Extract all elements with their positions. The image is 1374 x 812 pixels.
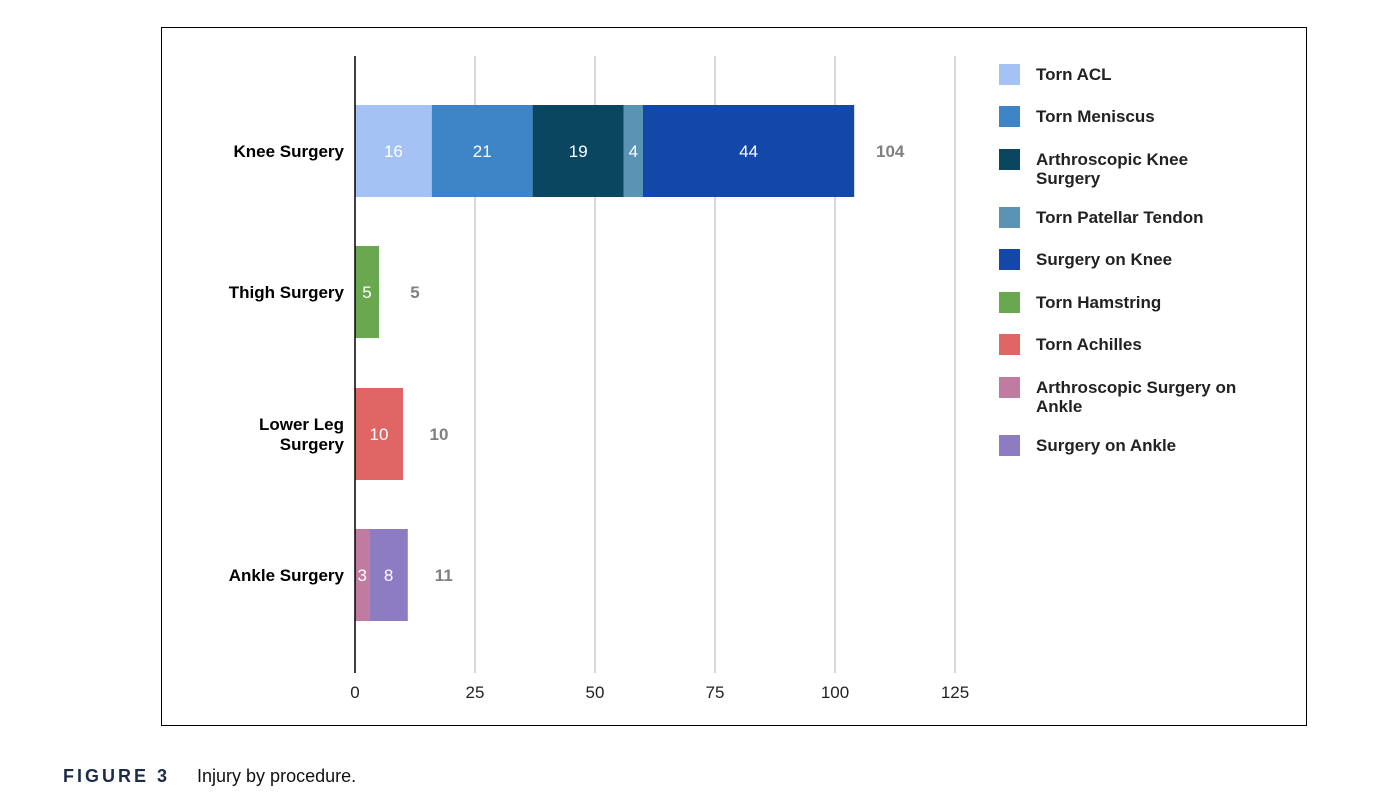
bar-total-label: 104 xyxy=(876,142,905,161)
bar-value-label: 3 xyxy=(357,566,366,585)
figure-label: FIGURE 3 xyxy=(63,766,171,786)
category-label: Ankle Surgery xyxy=(229,566,345,585)
bar-value-label: 19 xyxy=(569,142,588,161)
legend-swatch xyxy=(999,435,1020,456)
bar-segment xyxy=(532,105,624,197)
x-tick-label: 125 xyxy=(941,683,969,702)
x-tick-label: 25 xyxy=(466,683,485,702)
bar-value-label: 5 xyxy=(362,283,371,302)
bar-segment xyxy=(623,105,643,197)
legend-entry-label: Torn Hamstring xyxy=(1036,293,1161,312)
legend-swatch xyxy=(999,377,1020,398)
x-tick-label: 0 xyxy=(350,683,359,702)
figure-caption-text: Injury by procedure. xyxy=(197,766,357,786)
bar-total-label: 5 xyxy=(410,283,419,302)
bar-value-label: 44 xyxy=(739,142,758,161)
chart-frame: 16 21 19 4 44 104 Knee Surgery 5 5 Thigh Surgery 1… xyxy=(161,27,1307,726)
category-label: Knee Surgery xyxy=(233,142,344,161)
figure-caption: FIGURE 3 Injury by procedure. xyxy=(63,766,356,787)
bar-segment xyxy=(355,388,403,480)
bar-value-label: 16 xyxy=(384,142,403,161)
bar-segment xyxy=(355,529,370,621)
bar-total-label: 11 xyxy=(435,566,453,585)
bar-value-label: 10 xyxy=(370,425,389,444)
category-label: Lower Leg Surgery xyxy=(259,415,345,454)
bar-value-label: 4 xyxy=(629,142,638,161)
bar-value-label: 8 xyxy=(384,566,393,585)
x-tick-label: 100 xyxy=(821,683,849,702)
legend-swatch xyxy=(999,106,1020,127)
legend-swatch xyxy=(999,292,1020,313)
x-tick-label: 75 xyxy=(706,683,725,702)
legend-entry-label: Arthroscopic Surgery on Ankle xyxy=(1036,378,1236,416)
bar-segment xyxy=(369,529,408,621)
x-tick-label: 50 xyxy=(586,683,605,702)
legend-swatch xyxy=(999,249,1020,270)
bar-value-label: 21 xyxy=(473,142,492,161)
category-label: Thigh Surgery xyxy=(229,283,345,302)
legend-entry-label: Torn Achilles xyxy=(1036,335,1142,354)
legend-swatch xyxy=(999,334,1020,355)
legend-entry-label: Torn Patellar Tendon xyxy=(1036,208,1204,227)
legend-swatch xyxy=(999,207,1020,228)
bar-segment xyxy=(431,105,533,197)
bar-segment xyxy=(355,105,432,197)
legend-entry-label: Arthroscopic Knee Surgery xyxy=(1036,150,1188,188)
legend-swatch xyxy=(999,149,1020,170)
bar-total-label: 10 xyxy=(430,425,449,444)
legend-entry-label: Torn ACL xyxy=(1036,65,1112,84)
legend-entry-label: Torn Meniscus xyxy=(1036,107,1155,126)
legend-entry-label: Surgery on Knee xyxy=(1036,250,1172,269)
legend-swatch xyxy=(999,64,1020,85)
bar-segment xyxy=(643,105,855,197)
bar-segment xyxy=(355,246,379,338)
legend-entry-label: Surgery on Ankle xyxy=(1036,436,1176,455)
